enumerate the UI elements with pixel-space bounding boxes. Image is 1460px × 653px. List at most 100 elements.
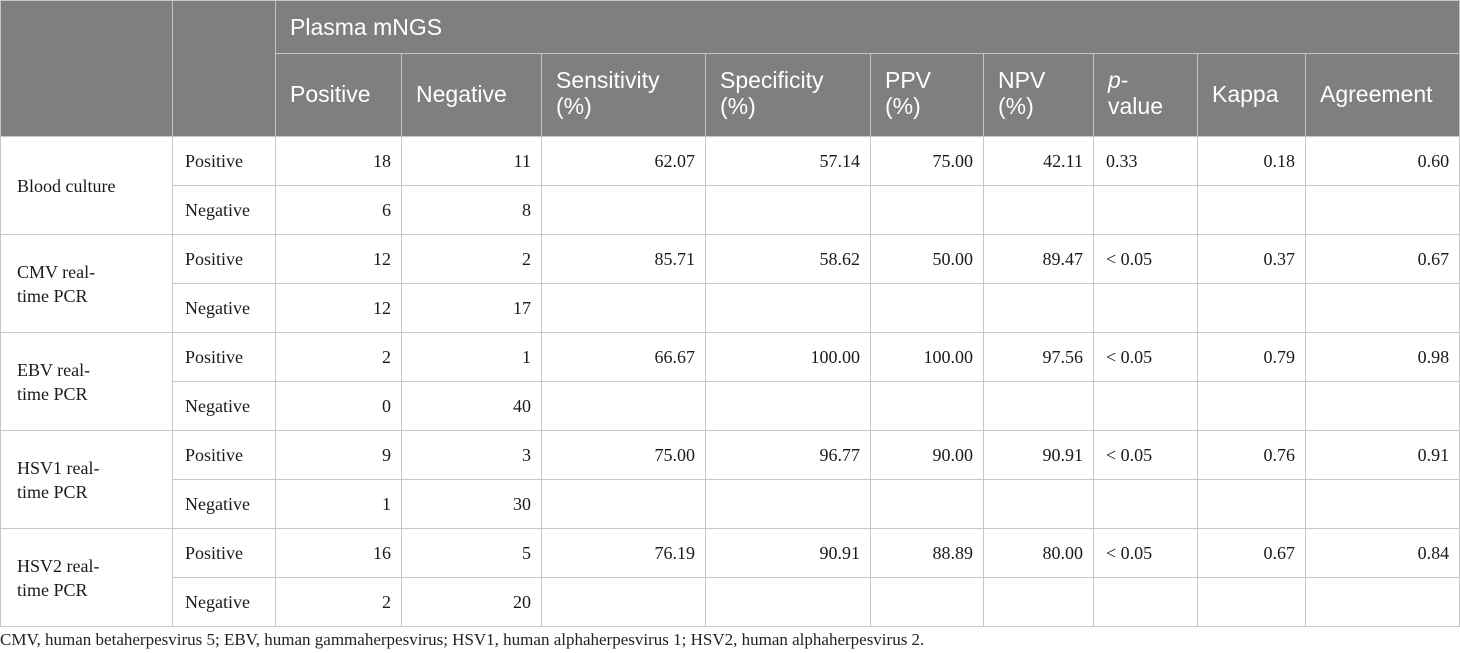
- agreement-cell: [1304, 577, 1460, 627]
- kappa-cell: [1197, 381, 1306, 431]
- row-sub-label: Negative: [172, 283, 276, 333]
- specificity-cell: 57.14: [705, 136, 871, 186]
- row-group-label: Blood culture: [0, 136, 173, 235]
- ppv-cell: [870, 479, 984, 529]
- specificity-cell: 90.91: [705, 528, 871, 578]
- row-group-label: HSV2 real-time PCR: [0, 528, 173, 627]
- negative-count-cell: 5: [401, 528, 542, 578]
- negative-count-cell: 40: [401, 381, 542, 431]
- ppv-cell: [870, 577, 984, 627]
- npv-cell: 97.56: [983, 332, 1094, 382]
- p-value-cell: [1093, 577, 1198, 627]
- agreement-cell: 0.84: [1304, 528, 1460, 578]
- table-row: Negative 12 17: [1, 283, 1460, 333]
- col-agreement-header: Agreement: [1304, 53, 1460, 137]
- kappa-cell: [1197, 283, 1306, 333]
- positive-count-cell: 9: [275, 430, 402, 480]
- negative-count-cell: 17: [401, 283, 542, 333]
- plasma-mngs-header: Plasma mNGS: [274, 0, 1460, 54]
- agreement-cell: 0.67: [1304, 234, 1460, 284]
- agreement-cell: 0.91: [1304, 430, 1460, 480]
- header-blank-cell: [172, 0, 276, 137]
- npv-cell: [983, 185, 1094, 235]
- table-body: Blood culture Positive 18 11 62.07 57.14 75.00…: [0, 136, 1460, 627]
- kappa-cell: 0.79: [1197, 332, 1306, 382]
- header-blank-cell: [0, 0, 173, 137]
- sensitivity-cell: [541, 283, 706, 333]
- negative-count-cell: 11: [401, 136, 542, 186]
- positive-count-cell: 2: [275, 332, 402, 382]
- npv-cell: [983, 381, 1094, 431]
- sensitivity-cell: 75.00: [541, 430, 706, 480]
- row-sub-label: Positive: [172, 528, 276, 578]
- p-value-cell: [1093, 185, 1198, 235]
- col-negative-header: Negative: [401, 53, 542, 137]
- agreement-cell: [1304, 185, 1460, 235]
- agreement-cell: 0.98: [1304, 332, 1460, 382]
- specificity-cell: 100.00: [705, 332, 871, 382]
- kappa-cell: 0.67: [1197, 528, 1306, 578]
- col-ppv-header: PPV (%): [870, 53, 984, 137]
- table-footnote: CMV, human betaherpesvirus 5; EBV, human…: [0, 630, 925, 649]
- specificity-cell: [705, 577, 871, 627]
- row-group-label: CMV real-time PCR: [0, 234, 173, 333]
- col-positive-header: Positive: [275, 53, 402, 137]
- kappa-cell: [1197, 479, 1306, 529]
- sensitivity-cell: 85.71: [541, 234, 706, 284]
- table-row: HSV1 real-time PCR Positive 9 3 75.00 96.77 90…: [0, 430, 1460, 529]
- row-sub-label: Positive: [172, 234, 276, 284]
- table-row: Negative 1 30: [1, 479, 1460, 529]
- table-row: CMV real-time PCR Positive 12 2 85.71 58.62 50…: [0, 234, 1460, 333]
- agreement-cell: [1304, 479, 1460, 529]
- ppv-cell: 88.89: [870, 528, 984, 578]
- npv-cell: [983, 577, 1094, 627]
- row-sub-label: Negative: [172, 381, 276, 431]
- ppv-cell: [870, 185, 984, 235]
- agreement-cell: [1304, 381, 1460, 431]
- p-value-cell: < 0.05: [1093, 528, 1198, 578]
- col-npv-header: NPV (%): [983, 53, 1094, 137]
- col-kappa-header: Kappa: [1197, 53, 1306, 137]
- table-row: EBV real-time PCR Positive 2 1 66.67 100.00 10…: [0, 332, 1460, 431]
- kappa-cell: 0.37: [1197, 234, 1306, 284]
- agreement-cell: 0.60: [1304, 136, 1460, 186]
- sensitivity-cell: 66.67: [541, 332, 706, 382]
- ppv-cell: 50.00: [870, 234, 984, 284]
- ppv-cell: [870, 283, 984, 333]
- negative-count-cell: 8: [401, 185, 542, 235]
- p-value-cell: < 0.05: [1093, 332, 1198, 382]
- p-value-cell: < 0.05: [1093, 234, 1198, 284]
- table-row: Negative 6 8: [1, 185, 1460, 235]
- negative-count-cell: 1: [401, 332, 542, 382]
- row-sub-label: Negative: [172, 577, 276, 627]
- sensitivity-cell: 76.19: [541, 528, 706, 578]
- ppv-cell: 100.00: [870, 332, 984, 382]
- table-row: Negative 0 40: [1, 381, 1460, 431]
- col-sensitivity-header: Sensitivity (%): [541, 53, 706, 137]
- ppv-cell: [870, 381, 984, 431]
- sensitivity-cell: [541, 479, 706, 529]
- negative-count-cell: 3: [401, 430, 542, 480]
- specificity-cell: [705, 479, 871, 529]
- sensitivity-cell: 62.07: [541, 136, 706, 186]
- results-table: Plasma mNGS Positive Negative Sensitivit…: [0, 0, 1460, 627]
- table-row: Negative 2 20: [1, 577, 1460, 627]
- positive-count-cell: 18: [275, 136, 402, 186]
- row-group-label: EBV real-time PCR: [0, 332, 173, 431]
- col-specificity-header: Specificity (%): [705, 53, 871, 137]
- col-pvalue-header: p-value: [1093, 53, 1198, 137]
- npv-cell: 90.91: [983, 430, 1094, 480]
- agreement-cell: [1304, 283, 1460, 333]
- p-value-cell: < 0.05: [1093, 430, 1198, 480]
- kappa-cell: [1197, 577, 1306, 627]
- kappa-cell: 0.76: [1197, 430, 1306, 480]
- specificity-cell: [705, 283, 871, 333]
- row-sub-label: Positive: [172, 136, 276, 186]
- positive-count-cell: 1: [275, 479, 402, 529]
- specificity-cell: 96.77: [705, 430, 871, 480]
- specificity-cell: [705, 185, 871, 235]
- positive-count-cell: 12: [275, 234, 402, 284]
- npv-cell: [983, 283, 1094, 333]
- sensitivity-cell: [541, 577, 706, 627]
- table-row: Blood culture Positive 18 11 62.07 57.14 75.00…: [0, 136, 1460, 235]
